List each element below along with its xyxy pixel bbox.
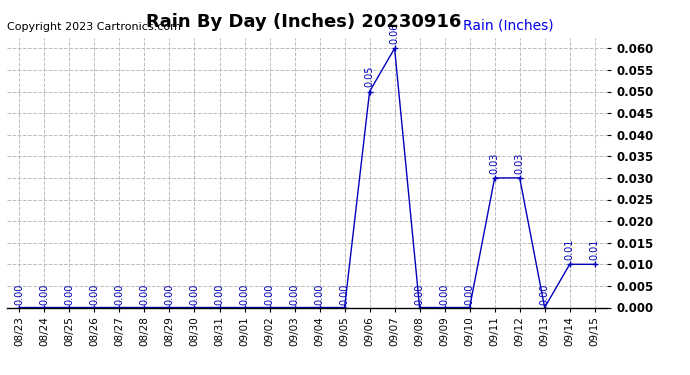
Text: 0.00: 0.00 [264,284,275,305]
Text: 0.00: 0.00 [190,284,199,305]
Text: 0.00: 0.00 [215,284,224,305]
Text: 0.03: 0.03 [490,152,500,174]
Text: 0.00: 0.00 [290,284,299,305]
Text: 0.00: 0.00 [64,284,75,305]
Text: 0.00: 0.00 [239,284,250,305]
Text: 0.00: 0.00 [315,284,324,305]
Text: 0.00: 0.00 [139,284,150,305]
Text: Rain (Inches): Rain (Inches) [463,18,554,32]
Text: 0.05: 0.05 [364,66,375,87]
Text: 0.00: 0.00 [164,284,175,305]
Text: 0.01: 0.01 [590,239,600,260]
Text: Rain By Day (Inches) 20230916: Rain By Day (Inches) 20230916 [146,13,462,31]
Text: 0.00: 0.00 [39,284,50,305]
Text: 0.00: 0.00 [14,284,24,305]
Text: 0.03: 0.03 [515,152,524,174]
Text: 0.00: 0.00 [415,284,424,305]
Text: 0.00: 0.00 [115,284,124,305]
Text: 0.01: 0.01 [564,239,575,260]
Text: 0.00: 0.00 [440,284,450,305]
Text: 0.00: 0.00 [339,284,350,305]
Text: Copyright 2023 Cartronics.com: Copyright 2023 Cartronics.com [7,22,181,32]
Text: 0.00: 0.00 [464,284,475,305]
Text: 0.00: 0.00 [90,284,99,305]
Text: 0.00: 0.00 [540,284,550,305]
Text: 0.06: 0.06 [390,23,400,44]
